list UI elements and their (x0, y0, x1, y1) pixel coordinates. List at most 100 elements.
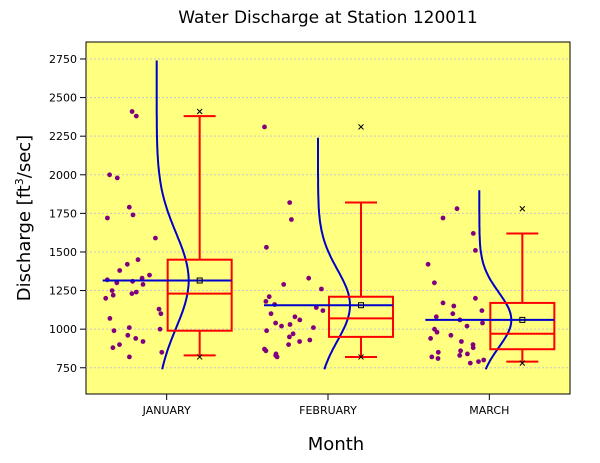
data-point (266, 294, 272, 300)
data-point (126, 354, 132, 360)
data-point (435, 356, 441, 361)
data-point (140, 339, 146, 344)
data-point (473, 295, 478, 301)
distribution-curve (478, 190, 513, 370)
y-tick-label: 2000 (49, 169, 77, 182)
y-tick-label: 2250 (49, 130, 77, 143)
data-point (470, 231, 476, 236)
data-point (147, 272, 152, 278)
data-point (425, 261, 431, 267)
box-group-february (262, 124, 394, 370)
data-point (117, 342, 122, 347)
data-point (307, 337, 313, 343)
data-point (274, 354, 280, 360)
data-point (135, 257, 141, 263)
y-tick-label: 2750 (49, 53, 77, 66)
y-tick-label: 1000 (49, 323, 77, 336)
data-point (311, 325, 316, 330)
data-point (287, 322, 293, 327)
data-point (297, 339, 302, 344)
data-point (133, 113, 139, 119)
distribution-curve (155, 60, 190, 370)
iqr-box (166, 258, 233, 332)
data-point (432, 280, 437, 286)
data-point (263, 348, 269, 354)
data-point (105, 215, 110, 221)
data-point (133, 289, 139, 295)
min-marker (196, 354, 203, 360)
data-point (448, 332, 454, 338)
data-point (264, 328, 269, 334)
data-point (124, 261, 130, 267)
data-point (480, 320, 485, 326)
data-point (130, 212, 136, 218)
data-point (129, 291, 135, 296)
data-point (140, 282, 146, 287)
y-tick-label: 1500 (49, 246, 77, 259)
y-axis-title-tail: /sec] (14, 135, 35, 178)
data-point (103, 295, 109, 301)
axes: 750 1000 1250 1500 1750 2000 2250 2500 2750 JANUA… (49, 53, 509, 417)
data-point (156, 306, 162, 312)
data-point (289, 217, 294, 222)
mean-marker (358, 302, 364, 309)
data-point (319, 286, 324, 292)
data-point (281, 282, 287, 287)
data-point (286, 342, 291, 347)
data-point (481, 357, 487, 363)
data-point (126, 204, 132, 210)
data-point (125, 332, 131, 338)
data-point (470, 345, 476, 351)
iqr-box (328, 295, 394, 338)
data-point (450, 311, 456, 317)
data-point (139, 275, 145, 281)
data-point (114, 280, 120, 286)
plot-content (102, 60, 556, 370)
y-axis-title-main: Discharge [ft (14, 185, 35, 301)
data-point (429, 354, 435, 360)
data-point (110, 345, 116, 351)
mean-marker (519, 316, 526, 323)
x-tick-label: FEBRUARY (299, 404, 357, 417)
box-group-march (425, 190, 556, 370)
data-point (473, 248, 478, 253)
data-point (133, 336, 139, 341)
data-point (479, 308, 485, 313)
x-tick-label: MARCH (469, 404, 509, 417)
data-point (126, 325, 132, 330)
data-point (451, 303, 457, 309)
data-point (262, 124, 267, 130)
iqr-box (489, 301, 556, 351)
data-point (433, 314, 439, 320)
y-tick-label: 1750 (49, 207, 77, 220)
chart-title: Water Discharge at Station 120011 (178, 8, 477, 28)
data-point (440, 300, 446, 306)
data-point (107, 316, 113, 321)
data-point (458, 348, 463, 354)
data-point (297, 317, 303, 323)
data-point (435, 349, 441, 355)
y-axis-title-sup: 3 (13, 178, 26, 185)
y-tick-label: 2500 (49, 92, 77, 105)
data-point (476, 359, 481, 364)
data-point (464, 323, 470, 329)
box-group-january (102, 60, 233, 370)
min-marker (358, 354, 364, 360)
data-point (158, 311, 164, 317)
data-point (320, 308, 326, 313)
max-marker (519, 205, 526, 212)
y-axis-title: Discharge [ft3/sec] (13, 135, 35, 301)
data-point (268, 311, 274, 317)
data-point (306, 275, 312, 281)
data-point (434, 329, 440, 335)
data-point (264, 244, 269, 250)
data-point (109, 288, 115, 293)
data-point (110, 292, 116, 298)
data-point (459, 339, 464, 344)
x-tick-label: JANUARY (142, 404, 191, 417)
x-axis-title: Month (308, 434, 364, 455)
data-point (287, 334, 292, 340)
data-point (107, 172, 112, 178)
data-point (114, 175, 120, 181)
data-point (465, 351, 470, 357)
